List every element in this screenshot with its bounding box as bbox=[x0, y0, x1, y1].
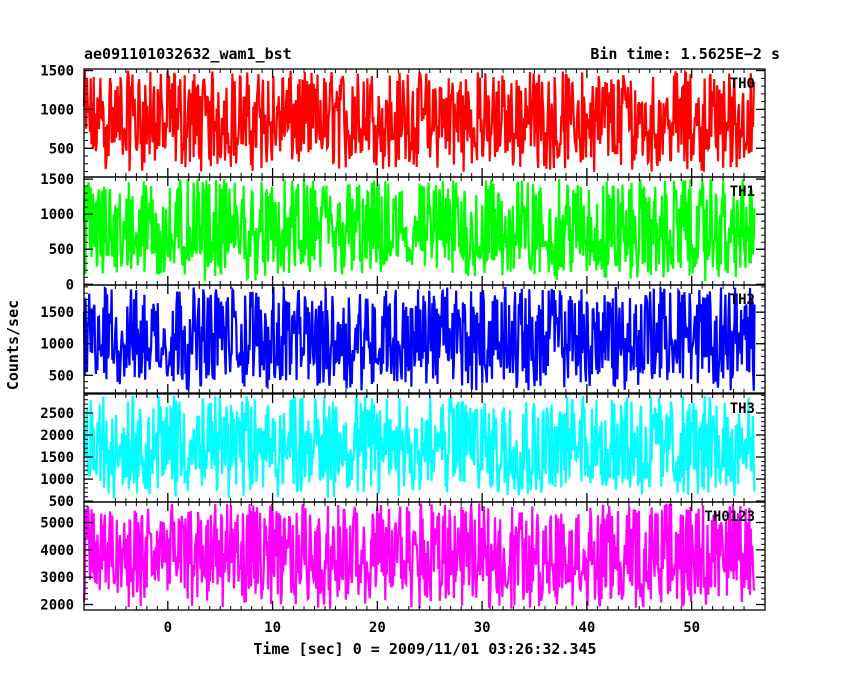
series-th0-line bbox=[82, 69, 756, 172]
y-tick-label: 0 bbox=[66, 277, 74, 293]
y-tick-label: 1000 bbox=[40, 337, 74, 353]
x-tick-label: 50 bbox=[683, 620, 700, 636]
series-th3-line bbox=[82, 393, 756, 499]
panel-label-th1: TH1 bbox=[730, 184, 755, 200]
panel-frame bbox=[83, 501, 766, 611]
y-tick-label: 500 bbox=[49, 368, 74, 384]
x-axis-label: Time [sec] 0 = 2009/11/01 03:26:32.345 bbox=[253, 640, 596, 658]
chart-title-right: Bin time: 1.5625E−2 s bbox=[590, 45, 780, 63]
panel-label-th0: TH0 bbox=[730, 76, 755, 92]
panel-label-th0123: TH0123 bbox=[704, 509, 755, 525]
y-tick-label: 1000 bbox=[40, 207, 74, 223]
y-tick-label: 1000 bbox=[40, 102, 74, 118]
y-tick-label: 2000 bbox=[40, 598, 74, 614]
y-tick-label: 2000 bbox=[40, 428, 74, 444]
chart-title-left: ae091101032632_wam1_bst bbox=[84, 45, 292, 63]
panel-label-th2: TH2 bbox=[730, 292, 755, 308]
series-th0123-line bbox=[82, 503, 756, 611]
series-th2-line bbox=[82, 285, 756, 391]
panel-th0123: TH0123 2000 3000 4000 5000 bbox=[40, 501, 766, 614]
panel-th2: TH2 500 1000 1500 bbox=[40, 284, 766, 394]
x-tick-label: 10 bbox=[264, 620, 281, 636]
x-tick-label: 40 bbox=[578, 620, 595, 636]
x-tick-label: 0 bbox=[164, 620, 172, 636]
y-tick-label: 500 bbox=[49, 242, 74, 258]
y-tick-label: 5000 bbox=[40, 516, 74, 532]
panel-label-th3: TH3 bbox=[730, 401, 755, 417]
panel-th1: TH1 0 500 1000 1500 bbox=[40, 172, 766, 293]
x-tick-label: 30 bbox=[474, 620, 491, 636]
x-tick-label: 20 bbox=[369, 620, 386, 636]
y-tick-label: 1000 bbox=[40, 472, 74, 488]
series-th1-line bbox=[82, 178, 756, 283]
panel-frame bbox=[83, 284, 766, 394]
chart-panels: TH050010001500TH1050010001500TH250010001… bbox=[40, 64, 766, 636]
y-tick-label: 1500 bbox=[40, 172, 74, 188]
y-tick-label: 4000 bbox=[40, 543, 74, 559]
y-tick-label: 500 bbox=[49, 494, 74, 510]
y-tick-label: 2500 bbox=[40, 406, 74, 422]
y-tick-label: 500 bbox=[49, 141, 74, 157]
y-axis-label: Counts/sec bbox=[4, 300, 22, 390]
panel-th0: TH0 500 1000 1500 bbox=[40, 64, 766, 178]
y-tick-label: 1500 bbox=[40, 305, 74, 321]
y-tick-label: 3000 bbox=[40, 570, 74, 586]
y-tick-label: 1500 bbox=[40, 64, 74, 80]
panel-th3: TH3 500 1000 1500 2000 2500 bbox=[40, 393, 766, 510]
y-tick-label: 1500 bbox=[40, 450, 74, 466]
